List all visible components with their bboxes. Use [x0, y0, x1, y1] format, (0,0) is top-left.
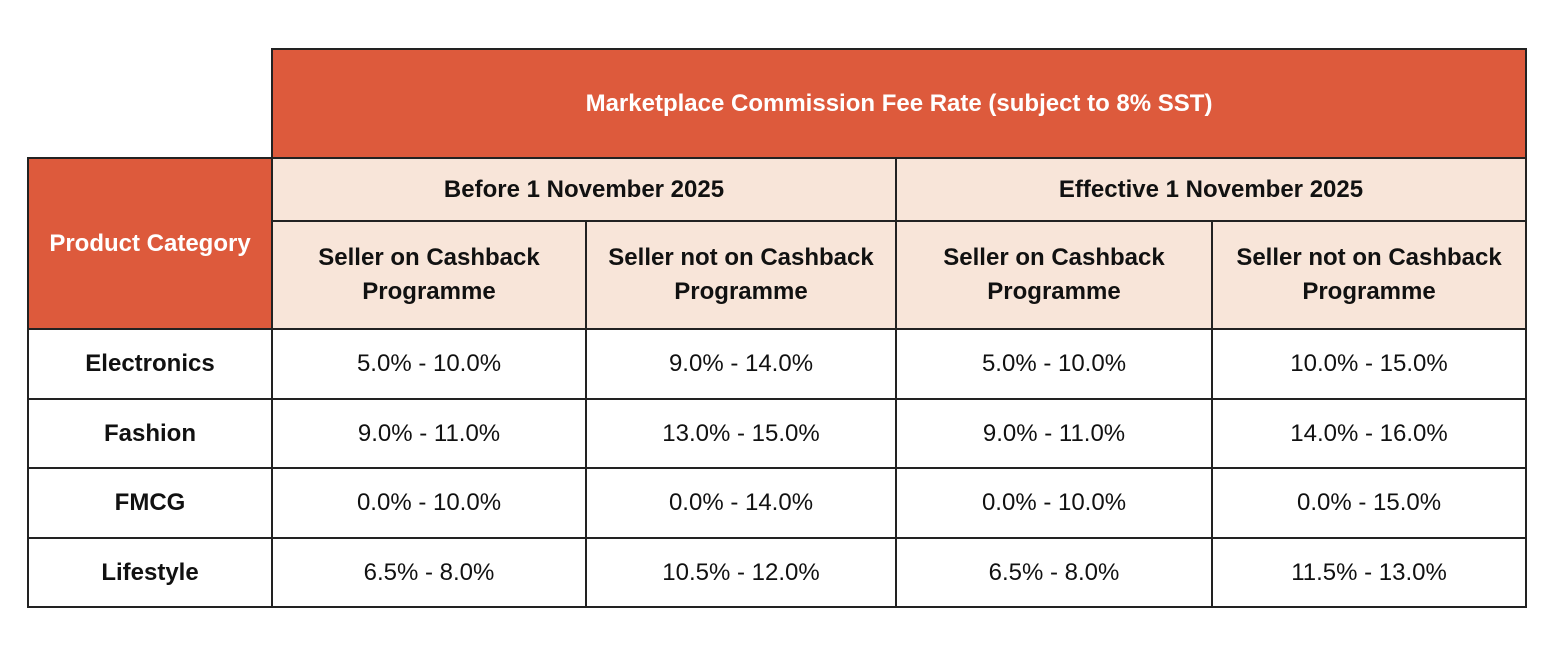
rate-cell: 0.0% - 10.0% — [895, 467, 1213, 539]
rate-cell: 0.0% - 10.0% — [271, 467, 587, 539]
category-cell: FMCG — [27, 467, 273, 539]
rate-cell: 0.0% - 15.0% — [1210, 467, 1528, 539]
rate-cell: 9.0% - 14.0% — [585, 328, 897, 400]
rate-cell: 6.5% - 8.0% — [271, 537, 587, 608]
rate-cell: 14.0% - 16.0% — [1210, 398, 1528, 469]
period-header-before: Before 1 November 2025 — [271, 157, 897, 222]
empty-corner-cell — [28, 49, 273, 159]
rate-cell: 9.0% - 11.0% — [271, 398, 587, 469]
rate-cell: 10.0% - 15.0% — [1210, 328, 1528, 400]
product-category-header: Product Category — [27, 157, 273, 330]
rate-cell: 5.0% - 10.0% — [895, 328, 1213, 400]
rate-cell: 6.5% - 8.0% — [895, 537, 1213, 608]
rate-cell: 10.5% - 12.0% — [585, 537, 897, 608]
sub-header: Seller not on Cashback Programme — [585, 220, 897, 330]
category-cell: Electronics — [27, 328, 273, 400]
table-title: Marketplace Commission Fee Rate (subject… — [270, 48, 1528, 159]
sub-header: Seller on Cashback Programme — [895, 220, 1213, 330]
table-row: Fashion 9.0% - 11.0% 13.0% - 15.0% 9.0% … — [27, 398, 1528, 469]
table-row: FMCG 0.0% - 10.0% 0.0% - 14.0% 0.0% - 10… — [27, 467, 1528, 539]
rate-cell: 13.0% - 15.0% — [585, 398, 897, 469]
sub-header: Seller not on Cashback Programme — [1210, 220, 1528, 330]
rate-cell: 5.0% - 10.0% — [271, 328, 587, 400]
period-header-effective: Effective 1 November 2025 — [894, 157, 1528, 222]
rate-cell: 11.5% - 13.0% — [1210, 537, 1528, 608]
rate-cell: 0.0% - 14.0% — [585, 467, 897, 539]
table-row: Lifestyle 6.5% - 8.0% 10.5% - 12.0% 6.5%… — [27, 537, 1528, 608]
table-row: Electronics 5.0% - 10.0% 9.0% - 14.0% 5.… — [27, 328, 1528, 400]
category-cell: Lifestyle — [27, 537, 273, 608]
sub-header: Seller on Cashback Programme — [271, 220, 587, 330]
category-cell: Fashion — [27, 398, 273, 469]
rate-cell: 9.0% - 11.0% — [895, 398, 1213, 469]
commission-fee-table: Marketplace Commission Fee Rate (subject… — [27, 48, 1528, 608]
